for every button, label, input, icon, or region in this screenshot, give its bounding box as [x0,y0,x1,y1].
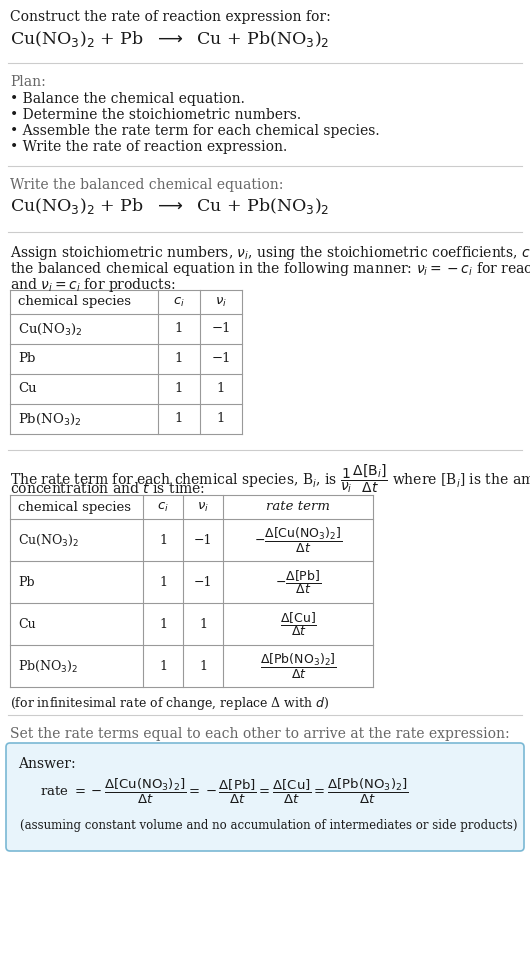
Text: 1: 1 [175,352,183,365]
Text: concentration and $t$ is time:: concentration and $t$ is time: [10,481,205,496]
Text: chemical species: chemical species [18,501,131,513]
Text: (assuming constant volume and no accumulation of intermediates or side products): (assuming constant volume and no accumul… [20,819,517,832]
Text: rate term: rate term [266,501,330,513]
Text: 1: 1 [199,660,207,672]
Text: $c_i$: $c_i$ [173,296,185,308]
Text: Assign stoichiometric numbers, $\nu_i$, using the stoichiometric coefficients, $: Assign stoichiometric numbers, $\nu_i$, … [10,244,530,262]
Text: $-\dfrac{\Delta[\mathrm{Pb}]}{\Delta t}$: $-\dfrac{\Delta[\mathrm{Pb}]}{\Delta t}$ [275,568,321,596]
Text: $c_i$: $c_i$ [157,501,169,513]
Text: 1: 1 [159,576,167,589]
Text: • Balance the chemical equation.: • Balance the chemical equation. [10,92,245,106]
Text: 1: 1 [175,383,183,395]
Text: Answer:: Answer: [18,757,76,771]
Text: 1: 1 [199,618,207,630]
Text: 1: 1 [217,413,225,426]
Text: • Determine the stoichiometric numbers.: • Determine the stoichiometric numbers. [10,108,301,122]
Text: 1: 1 [159,660,167,672]
Text: Plan:: Plan: [10,75,46,89]
Text: Pb(NO$_3$)$_2$: Pb(NO$_3$)$_2$ [18,412,82,427]
Text: Set the rate terms equal to each other to arrive at the rate expression:: Set the rate terms equal to each other t… [10,727,510,741]
FancyBboxPatch shape [6,743,524,851]
Text: Cu: Cu [18,618,36,630]
Text: 1: 1 [175,413,183,426]
Text: 1: 1 [159,534,167,547]
Text: Cu: Cu [18,383,37,395]
Text: Cu(NO$_3$)$_2$ + Pb  $\longrightarrow$  Cu + Pb(NO$_3$)$_2$: Cu(NO$_3$)$_2$ + Pb $\longrightarrow$ Cu… [10,196,330,216]
Text: Cu(NO$_3$)$_2$: Cu(NO$_3$)$_2$ [18,321,83,337]
Text: Pb: Pb [18,576,34,589]
Text: Cu(NO$_3$)$_2$ + Pb  $\longrightarrow$  Cu + Pb(NO$_3$)$_2$: Cu(NO$_3$)$_2$ + Pb $\longrightarrow$ Cu… [10,29,330,49]
Text: (for infinitesimal rate of change, replace Δ with $d$): (for infinitesimal rate of change, repla… [10,695,330,712]
Text: and $\nu_i = c_i$ for products:: and $\nu_i = c_i$ for products: [10,276,175,294]
Text: Construct the rate of reaction expression for:: Construct the rate of reaction expressio… [10,10,331,24]
Text: 1: 1 [175,322,183,336]
Text: −1: −1 [194,534,212,547]
Text: The rate term for each chemical species, B$_i$, is $\dfrac{1}{\nu_i}\dfrac{\Delt: The rate term for each chemical species,… [10,462,530,495]
Text: rate $= -\dfrac{\Delta[\mathrm{Cu(NO_3)_2}]}{\Delta t} = -\dfrac{\Delta[\mathrm{: rate $= -\dfrac{\Delta[\mathrm{Cu(NO_3)_… [40,777,409,806]
Text: $-\dfrac{\Delta[\mathrm{Cu(NO_3)_2}]}{\Delta t}$: $-\dfrac{\Delta[\mathrm{Cu(NO_3)_2}]}{\D… [254,525,342,554]
Text: 1: 1 [159,618,167,630]
Text: −1: −1 [211,322,231,336]
Text: • Write the rate of reaction expression.: • Write the rate of reaction expression. [10,140,287,154]
Text: $\nu_i$: $\nu_i$ [215,296,227,308]
Text: $\dfrac{\Delta[\mathrm{Pb(NO_3)_2}]}{\Delta t}$: $\dfrac{\Delta[\mathrm{Pb(NO_3)_2}]}{\De… [260,652,337,680]
Text: • Assemble the rate term for each chemical species.: • Assemble the rate term for each chemic… [10,124,379,138]
Text: −1: −1 [194,576,212,589]
Text: 1: 1 [217,383,225,395]
Text: $\nu_i$: $\nu_i$ [197,501,209,513]
Text: chemical species: chemical species [18,296,131,308]
Text: Pb(NO$_3$)$_2$: Pb(NO$_3$)$_2$ [18,659,78,673]
Text: −1: −1 [211,352,231,365]
Text: Cu(NO$_3$)$_2$: Cu(NO$_3$)$_2$ [18,532,80,548]
Text: Pb: Pb [18,352,36,365]
Text: $\dfrac{\Delta[\mathrm{Cu}]}{\Delta t}$: $\dfrac{\Delta[\mathrm{Cu}]}{\Delta t}$ [279,610,316,638]
Text: the balanced chemical equation in the following manner: $\nu_i = -c_i$ for react: the balanced chemical equation in the fo… [10,260,530,278]
Text: Write the balanced chemical equation:: Write the balanced chemical equation: [10,178,284,192]
